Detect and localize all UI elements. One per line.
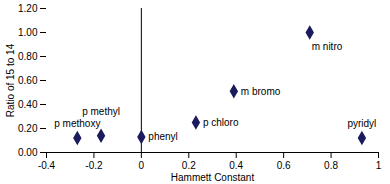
svg-text:pyridyl: pyridyl [347, 118, 376, 129]
svg-text:m nitro: m nitro [312, 41, 343, 52]
svg-text:0.6: 0.6 [277, 160, 291, 171]
svg-text:0.80: 0.80 [18, 51, 38, 62]
svg-text:0.20: 0.20 [18, 123, 38, 134]
svg-text:m bromo: m bromo [241, 86, 281, 97]
svg-text:0.60: 0.60 [18, 75, 38, 86]
svg-text:0.8: 0.8 [324, 160, 338, 171]
svg-text:-0.2: -0.2 [85, 160, 103, 171]
svg-text:1.20: 1.20 [18, 3, 38, 14]
svg-text:p methyl: p methyl [82, 106, 120, 117]
svg-text:Hammett Constant: Hammett Constant [171, 172, 255, 183]
svg-text:phenyl: phenyl [148, 131, 177, 142]
svg-text:1: 1 [376, 160, 382, 171]
svg-text:0.00: 0.00 [18, 147, 38, 158]
svg-text:Ratio of 15 to 14: Ratio of 15 to 14 [5, 43, 16, 117]
svg-text:0.2: 0.2 [182, 160, 196, 171]
svg-text:p chloro: p chloro [203, 117, 239, 128]
svg-text:0.40: 0.40 [18, 99, 38, 110]
svg-text:0.4: 0.4 [229, 160, 243, 171]
svg-text:-0.4: -0.4 [38, 160, 56, 171]
svg-text:0: 0 [139, 160, 145, 171]
svg-text:1.00: 1.00 [18, 27, 38, 38]
svg-text:p methoxy: p methoxy [54, 118, 100, 129]
